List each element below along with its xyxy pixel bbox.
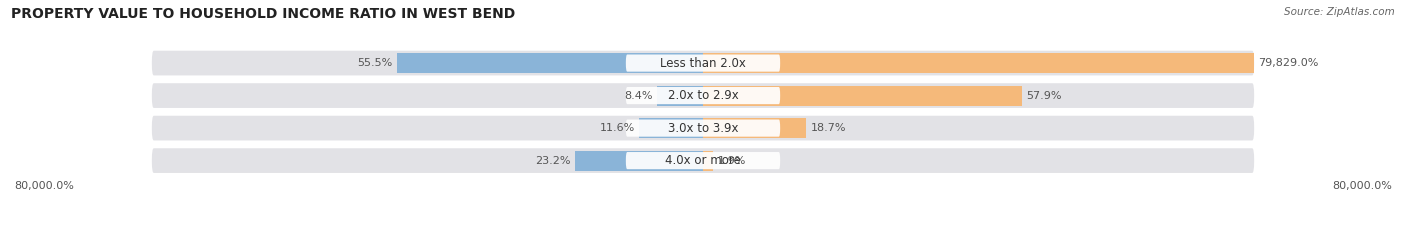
Bar — [703, 151, 713, 171]
Text: 57.9%: 57.9% — [1026, 91, 1062, 101]
Text: 80,000.0%: 80,000.0% — [14, 181, 75, 191]
Text: 79,829.0%: 79,829.0% — [1258, 58, 1319, 68]
FancyBboxPatch shape — [152, 148, 1254, 173]
Text: PROPERTY VALUE TO HOUSEHOLD INCOME RATIO IN WEST BEND: PROPERTY VALUE TO HOUSEHOLD INCOME RATIO… — [11, 7, 516, 21]
Bar — [575, 151, 703, 171]
Text: Source: ZipAtlas.com: Source: ZipAtlas.com — [1284, 7, 1395, 17]
FancyBboxPatch shape — [152, 116, 1254, 140]
Text: 18.7%: 18.7% — [810, 123, 846, 133]
Text: 1.9%: 1.9% — [718, 156, 747, 166]
Text: 3.0x to 3.9x: 3.0x to 3.9x — [668, 122, 738, 135]
FancyBboxPatch shape — [626, 87, 780, 104]
FancyBboxPatch shape — [626, 152, 780, 169]
FancyBboxPatch shape — [626, 55, 780, 72]
Text: 2.0x to 2.9x: 2.0x to 2.9x — [668, 89, 738, 102]
Text: Less than 2.0x: Less than 2.0x — [659, 57, 747, 70]
Text: 4.0x or more: 4.0x or more — [665, 154, 741, 167]
FancyBboxPatch shape — [152, 51, 1254, 75]
Text: 80,000.0%: 80,000.0% — [1331, 181, 1392, 191]
Text: 55.5%: 55.5% — [357, 58, 392, 68]
Bar — [640, 118, 703, 138]
Text: 8.4%: 8.4% — [624, 91, 652, 101]
Text: 11.6%: 11.6% — [599, 123, 634, 133]
Bar — [703, 53, 1254, 73]
FancyBboxPatch shape — [626, 120, 780, 137]
Text: 23.2%: 23.2% — [536, 156, 571, 166]
Bar — [657, 86, 703, 106]
Bar — [703, 86, 1022, 106]
FancyBboxPatch shape — [152, 83, 1254, 108]
Bar — [703, 118, 806, 138]
Bar — [396, 53, 703, 73]
